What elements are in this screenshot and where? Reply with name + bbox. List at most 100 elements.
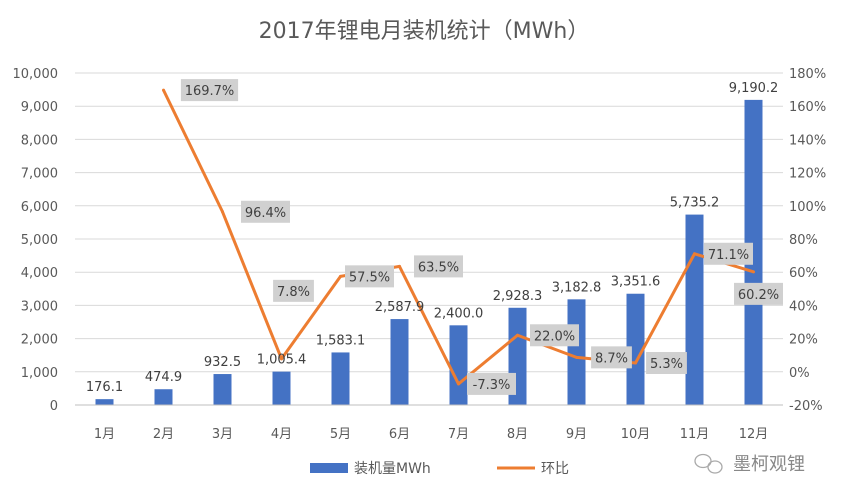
watermark: 墨柯观锂: [694, 453, 805, 475]
bar: [331, 352, 350, 405]
y-left-tick-label: 4,000: [21, 266, 58, 281]
bar: [154, 389, 173, 405]
line-label-box: [273, 279, 314, 302]
y-right-tick-label: 120%: [789, 167, 826, 182]
line-label-box: [241, 200, 290, 223]
bar-data-label: 2,400.0: [434, 306, 484, 321]
legend-label-bar: 装机量MWh: [354, 461, 431, 477]
line-label-box: [345, 265, 394, 288]
y-right-tick-label: 0%: [789, 366, 810, 381]
x-tick-label: 1月: [94, 427, 115, 442]
bar-data-label: 1,583.1: [316, 333, 366, 348]
y-left-tick-label: 1,000: [21, 366, 58, 381]
bar: [213, 374, 232, 405]
line-data-label: 63.5%: [418, 260, 459, 275]
line-point: [221, 210, 224, 214]
line-label-box: [591, 346, 632, 369]
y-right-tick-label: 20%: [789, 333, 818, 348]
y-left-tick-label: 8,000: [21, 133, 58, 148]
x-tick-label: 4月: [271, 427, 292, 442]
legend: 装机量MWh 环比: [310, 461, 569, 477]
x-tick-label: 12月: [739, 427, 769, 442]
line-point: [280, 357, 283, 361]
line-label-box: [180, 79, 239, 102]
line-data-label: 8.7%: [595, 351, 628, 366]
line-point: [752, 270, 755, 274]
line-label-box: [646, 352, 687, 375]
y-left-tick-label: 9,000: [21, 100, 58, 115]
line-data-label: -7.3%: [473, 378, 511, 393]
line-label-box: [704, 242, 753, 265]
bar-data-label: 5,735.2: [670, 196, 720, 211]
bar-data-label: 9,190.2: [729, 81, 779, 96]
line-data-label: 96.4%: [245, 206, 286, 221]
y-left-tick-label: 3,000: [21, 299, 58, 314]
x-tick-label: 8月: [507, 427, 528, 442]
line-point: [339, 274, 342, 278]
bar: [744, 99, 763, 405]
line-data-label: 169.7%: [185, 84, 235, 99]
line-label-box: [467, 372, 516, 395]
y-left-tick-label: 7,000: [21, 167, 58, 182]
line-point: [162, 88, 165, 92]
y-left-tick-label: 2,000: [21, 333, 58, 348]
y-left-tick-label: 10,000: [13, 67, 59, 82]
line-data-label: 7.8%: [277, 285, 310, 300]
y-left-tick-label: 6,000: [21, 200, 58, 215]
watermark-text: 墨柯观锂: [733, 454, 805, 475]
line-data-label: 22.0%: [534, 329, 575, 344]
bar-data-label: 2,928.3: [493, 289, 543, 304]
line-point: [693, 252, 696, 256]
x-tick-label: 9月: [566, 427, 587, 442]
y-left-tick-label: 5,000: [21, 233, 58, 248]
bar: [685, 214, 704, 405]
bar-data-label: 3,351.6: [611, 275, 661, 290]
line-data-label: 60.2%: [738, 288, 779, 303]
line-data-label: 57.5%: [349, 270, 390, 285]
line-data-label: 5.3%: [650, 357, 683, 372]
x-tick-label: 5月: [330, 427, 351, 442]
bar-data-label: 1,005.4: [257, 353, 307, 368]
line-label-box: [414, 255, 463, 278]
y-right-tick-label: -20%: [789, 399, 823, 414]
bar-data-label: 932.5: [204, 355, 241, 370]
line-point: [516, 333, 519, 337]
bar: [449, 325, 468, 405]
y-left-tick-label: 0: [50, 399, 58, 414]
line-point: [634, 361, 637, 365]
chart-title: 2017年锂电月装机统计（MWh）: [259, 19, 590, 44]
x-tick-label: 10月: [621, 427, 651, 442]
x-tick-label: 6月: [389, 427, 410, 442]
bar-data-label: 2,587.9: [375, 300, 425, 315]
line-label-box: [530, 324, 579, 347]
y-right-tick-label: 140%: [789, 133, 826, 148]
x-tick-label: 2月: [153, 427, 174, 442]
bar: [272, 371, 291, 405]
y-right-tick-label: 180%: [789, 67, 826, 82]
line-data-label: 71.1%: [708, 248, 749, 263]
bar-data-label: 176.1: [86, 380, 123, 395]
bar: [567, 299, 586, 405]
bar: [626, 293, 645, 405]
x-tick-label: 11月: [680, 427, 710, 442]
y-right-tick-label: 40%: [789, 299, 818, 314]
y-right-tick-label: 160%: [789, 100, 826, 115]
x-tick-label: 7月: [448, 427, 469, 442]
line-point: [457, 382, 460, 386]
x-tick-label: 3月: [212, 427, 233, 442]
legend-label-line: 环比: [541, 461, 569, 477]
wechat-icon: [694, 453, 723, 474]
line-point: [575, 355, 578, 359]
line-label-box: [734, 282, 783, 305]
y-right-tick-label: 60%: [789, 266, 818, 281]
y-right-tick-label: 100%: [789, 200, 826, 215]
bar: [95, 399, 114, 405]
bar: [390, 319, 409, 405]
bar-data-label: 474.9: [145, 370, 182, 385]
bar-data-label: 3,182.8: [552, 280, 602, 295]
legend-swatch-bar: [310, 463, 348, 473]
y-right-tick-label: 80%: [789, 233, 818, 248]
line-point: [398, 264, 401, 268]
